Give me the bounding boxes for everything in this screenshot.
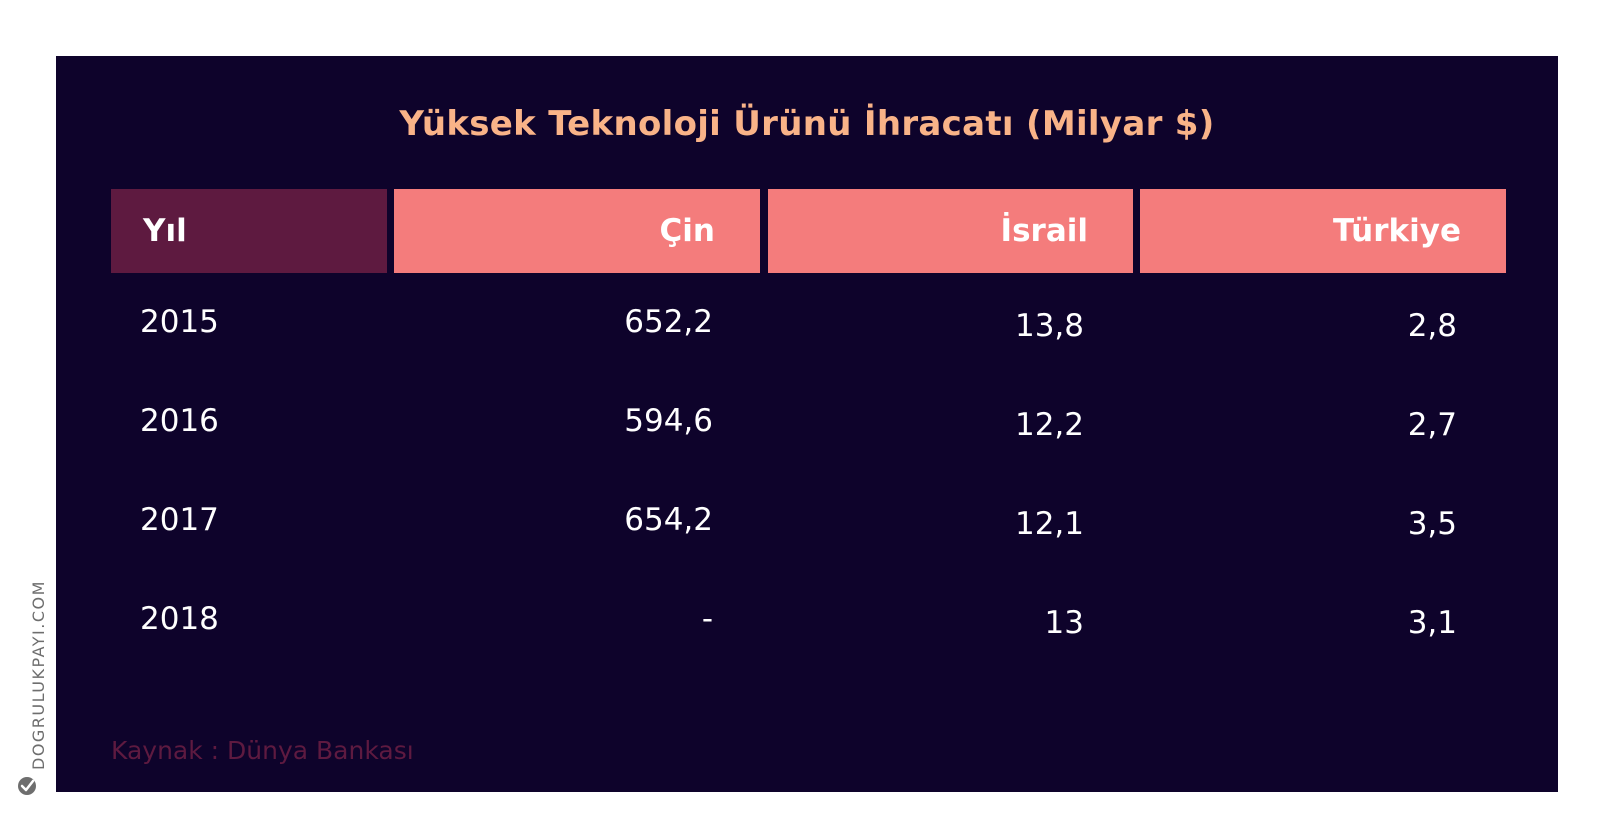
cell-israil: 13,8 — [1014, 308, 1084, 344]
table-row: 2018 - 13 3,1 — [56, 589, 1558, 649]
header-turkiye: Türkiye — [1140, 189, 1506, 273]
header-year: Yıl — [111, 189, 387, 273]
cell-israil: 12,2 — [1014, 407, 1084, 443]
cell-cin: 594,6 — [624, 403, 713, 439]
cell-year: 2017 — [140, 502, 219, 538]
cell-year: 2016 — [140, 403, 219, 439]
cell-cin: 654,2 — [624, 502, 713, 538]
header-israil-label: İsrail — [1000, 213, 1088, 249]
cell-turkiye: 2,7 — [1407, 407, 1457, 443]
check-circle-icon — [18, 777, 36, 795]
header-year-label: Yıl — [143, 213, 187, 249]
table-panel: Yüksek Teknoloji Ürünü İhracatı (Milyar … — [56, 56, 1558, 792]
cell-year: 2018 — [140, 601, 219, 637]
source-note: Kaynak : Dünya Bankası — [111, 736, 414, 765]
cell-year: 2015 — [140, 304, 219, 340]
cell-israil: 12,1 — [1014, 506, 1084, 542]
cell-turkiye: 2,8 — [1407, 308, 1457, 344]
header-israil: İsrail — [768, 189, 1133, 273]
cell-cin: 652,2 — [624, 304, 713, 340]
table-row: 2017 654,2 12,1 3,5 — [56, 490, 1558, 550]
table-title: Yüksek Teknoloji Ürünü İhracatı (Milyar … — [399, 104, 1215, 144]
cell-israil: 13 — [1044, 605, 1084, 641]
cell-cin: - — [701, 601, 713, 637]
header-cin: Çin — [394, 189, 760, 273]
cell-turkiye: 3,1 — [1407, 605, 1457, 641]
brand-watermark: DOGRULUKPAYI.COM — [29, 580, 48, 770]
header-cin-label: Çin — [659, 213, 715, 249]
table-row: 2015 652,2 13,8 2,8 — [56, 292, 1558, 352]
header-turkiye-label: Türkiye — [1332, 213, 1461, 249]
table-row: 2016 594,6 12,2 2,7 — [56, 391, 1558, 451]
cell-turkiye: 3,5 — [1407, 506, 1457, 542]
